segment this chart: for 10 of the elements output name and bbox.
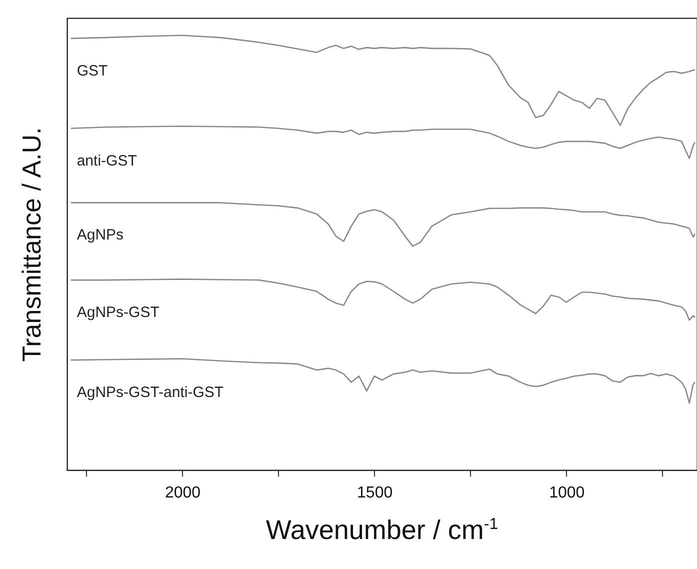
y-axis-title: Transmittance / A.U. <box>16 127 46 362</box>
x-tick-label: 1500 <box>357 484 393 502</box>
x-tick-label: 2000 <box>164 484 201 502</box>
series-label: anti-GST <box>76 152 137 170</box>
series-label: GST <box>76 62 108 80</box>
x-axis-title: Wavenumber / cm$^{-1}$ <box>264 515 500 546</box>
x-tick-label: 1000 <box>549 484 585 502</box>
series-label: AgNPs-GST-anti-GST <box>76 384 224 402</box>
series-label: AgNPs <box>76 226 124 244</box>
series-label: AgNPs-GST <box>76 304 160 322</box>
